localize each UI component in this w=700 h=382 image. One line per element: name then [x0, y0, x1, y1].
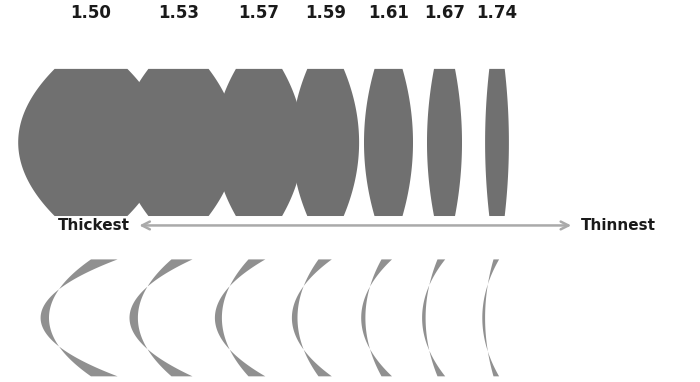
Polygon shape [482, 259, 499, 376]
Text: 1.50: 1.50 [71, 4, 111, 22]
Polygon shape [215, 259, 265, 376]
Polygon shape [292, 259, 332, 376]
Polygon shape [422, 259, 445, 376]
Text: 1.57: 1.57 [239, 4, 279, 22]
Polygon shape [361, 259, 392, 376]
Polygon shape [292, 69, 359, 216]
Polygon shape [364, 69, 413, 216]
Polygon shape [18, 69, 164, 216]
Polygon shape [215, 69, 303, 216]
Text: 1.67: 1.67 [424, 4, 465, 22]
Polygon shape [120, 69, 237, 216]
Polygon shape [485, 69, 509, 216]
Polygon shape [41, 259, 118, 376]
Text: 1.61: 1.61 [368, 4, 409, 22]
Text: Thinnest: Thinnest [581, 218, 656, 233]
Polygon shape [130, 259, 192, 376]
Text: 1.53: 1.53 [158, 4, 199, 22]
Text: 1.74: 1.74 [477, 4, 517, 22]
Polygon shape [427, 69, 462, 216]
Text: Thickest: Thickest [57, 218, 130, 233]
Text: 1.59: 1.59 [305, 4, 346, 22]
